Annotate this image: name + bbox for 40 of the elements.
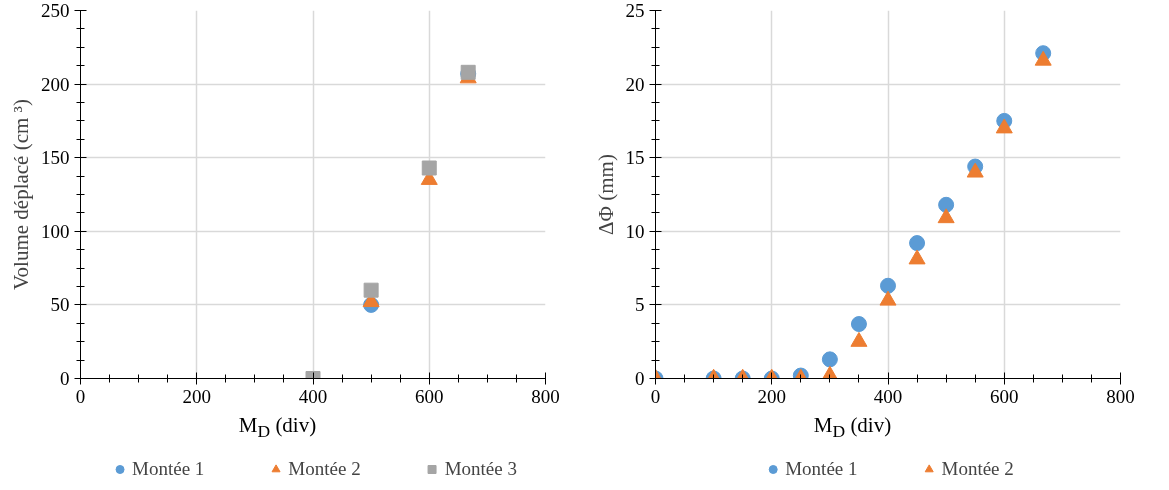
point xyxy=(363,282,379,298)
legend-label: Montée 2 xyxy=(288,458,361,480)
point xyxy=(908,249,926,265)
y-axis-title: ΔΦ (mm) xyxy=(593,154,618,235)
y-tick-label: 250 xyxy=(41,0,70,21)
point xyxy=(850,331,868,347)
x-tick-label: 400 xyxy=(873,385,903,407)
y-tick-label: 5 xyxy=(635,294,645,316)
point xyxy=(938,196,955,213)
point xyxy=(966,162,984,178)
point xyxy=(937,208,955,224)
point xyxy=(995,118,1013,134)
x-tick-label: 600 xyxy=(415,385,444,407)
y-tick-label: 0 xyxy=(635,368,645,389)
x-tick-label: 800 xyxy=(531,385,560,407)
y-tick-label: 200 xyxy=(41,73,70,95)
y-tick-label: 100 xyxy=(41,220,70,242)
legend-label: Montée 3 xyxy=(444,458,517,480)
x-tick-label: 200 xyxy=(757,385,786,407)
x-tick-label: 800 xyxy=(1106,385,1135,407)
x-tick-label: 0 xyxy=(650,385,661,407)
point xyxy=(879,290,897,306)
y-tick-label: 15 xyxy=(625,147,645,169)
y-tick-label: 0 xyxy=(60,368,70,389)
y-tick-label: 10 xyxy=(625,220,645,242)
legend-label: Montée 1 xyxy=(785,458,858,480)
x-axis-title: M$_{D}$ (div) xyxy=(813,412,892,444)
legend-label: Montée 1 xyxy=(132,458,205,480)
y-tick-label: 150 xyxy=(41,147,70,169)
legend-label: Montée 2 xyxy=(941,458,1014,480)
y-tick-label: 25 xyxy=(625,0,645,21)
x-tick-label: 400 xyxy=(298,385,328,407)
y-axis-title: Volume déplacé (cm ³) xyxy=(9,99,33,290)
x-tick-label: 0 xyxy=(75,385,86,407)
y-tick-label: 50 xyxy=(50,294,70,316)
y-tick-label: 20 xyxy=(625,73,645,95)
x-tick-label: 600 xyxy=(990,385,1019,407)
x-tick-label: 200 xyxy=(182,385,211,407)
point xyxy=(421,160,437,176)
x-axis-title: M$_{D}$ (div) xyxy=(238,412,317,444)
